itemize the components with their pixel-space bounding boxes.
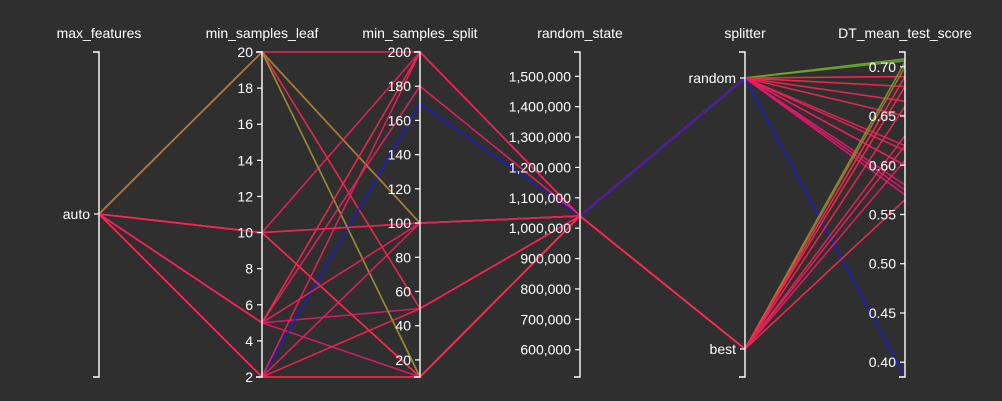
tick-label: 160 bbox=[388, 112, 412, 128]
tick-label: 0.55 bbox=[869, 207, 896, 223]
category-label: best bbox=[710, 341, 737, 357]
polylines-layer bbox=[98, 50, 906, 379]
tick-label: 0.45 bbox=[869, 305, 896, 321]
tick-label: 1,300,000 bbox=[509, 129, 571, 145]
tick-label: 40 bbox=[395, 318, 411, 334]
tick-label: 2 bbox=[245, 369, 253, 385]
tick-label: 1,500,000 bbox=[509, 68, 571, 84]
record-line bbox=[98, 50, 906, 310]
record-line bbox=[98, 199, 906, 378]
axis-title: min_samples_split bbox=[362, 25, 477, 41]
tick-label: 20 bbox=[237, 44, 253, 60]
axis-title: min_samples_leaf bbox=[206, 25, 319, 41]
tick-label: 1,400,000 bbox=[509, 99, 571, 115]
tick-label: 1,000,000 bbox=[509, 220, 571, 236]
record-line bbox=[98, 159, 906, 379]
axis-DT-mean-test-score: DT_mean_test_score 0.40 0.45 0.50 0.55 0.60 0.… bbox=[838, 25, 972, 378]
tick-label: 20 bbox=[395, 352, 411, 368]
tick-label: 4 bbox=[245, 333, 253, 349]
tick-label: 120 bbox=[388, 181, 412, 197]
axis-title: splitter bbox=[724, 25, 766, 41]
tick-label: 800,000 bbox=[520, 281, 571, 297]
tick-label: 18 bbox=[237, 80, 253, 96]
axis-title: DT_mean_test_score bbox=[838, 25, 972, 41]
record-line bbox=[98, 50, 906, 234]
axis-random-state: random_state 600,000 700,000 800,000 900,000… bbox=[509, 25, 623, 378]
axis-min-samples-leaf: min_samples_leaf 2 4 6 8 10 12 14 16 18 20 bbox=[206, 25, 319, 385]
tick-label: 10 bbox=[237, 225, 253, 241]
record-line bbox=[98, 50, 906, 379]
tick-label: 900,000 bbox=[520, 251, 571, 267]
axis-title: random_state bbox=[537, 25, 623, 41]
tick-label: 14 bbox=[237, 152, 253, 168]
record-line bbox=[98, 76, 906, 379]
tick-label: 0.70 bbox=[869, 59, 896, 75]
category-label: random bbox=[689, 70, 736, 86]
tick-label: 0.50 bbox=[869, 256, 896, 272]
record-line bbox=[98, 50, 906, 379]
tick-label: 8 bbox=[245, 261, 253, 277]
axis-min-samples-split: min_samples_split 20 40 60 80 100 120 140 160 180… bbox=[362, 25, 478, 378]
record-line bbox=[98, 50, 906, 379]
tick-label: 6 bbox=[245, 297, 253, 313]
record-line bbox=[98, 135, 906, 351]
tick-label: 0.65 bbox=[869, 108, 896, 124]
tick-label: 0.60 bbox=[869, 157, 896, 173]
tick-label: 12 bbox=[237, 188, 253, 204]
tick-label: 100 bbox=[388, 215, 412, 231]
record-line bbox=[98, 51, 906, 218]
tick-label: 0.40 bbox=[869, 354, 896, 370]
axis-line bbox=[739, 51, 746, 378]
tick-label: 60 bbox=[395, 283, 411, 299]
axis-line bbox=[256, 51, 263, 378]
tick-label: 1,200,000 bbox=[509, 159, 571, 175]
tick-label: 16 bbox=[237, 116, 253, 132]
axis-splitter: splitter best random bbox=[689, 25, 766, 378]
record-line bbox=[98, 77, 906, 234]
tick-label: 200 bbox=[388, 44, 412, 60]
category-label: auto bbox=[63, 206, 90, 222]
tick-label: 600,000 bbox=[520, 342, 571, 358]
tick-label: 700,000 bbox=[520, 311, 571, 327]
tick-label: 140 bbox=[388, 147, 412, 163]
axis-line bbox=[574, 51, 581, 378]
tick-label: 1,100,000 bbox=[509, 190, 571, 206]
tick-label: 80 bbox=[395, 249, 411, 265]
tick-label: 180 bbox=[388, 78, 412, 94]
axis-title: max_features bbox=[57, 25, 142, 41]
axis-line bbox=[414, 51, 421, 378]
